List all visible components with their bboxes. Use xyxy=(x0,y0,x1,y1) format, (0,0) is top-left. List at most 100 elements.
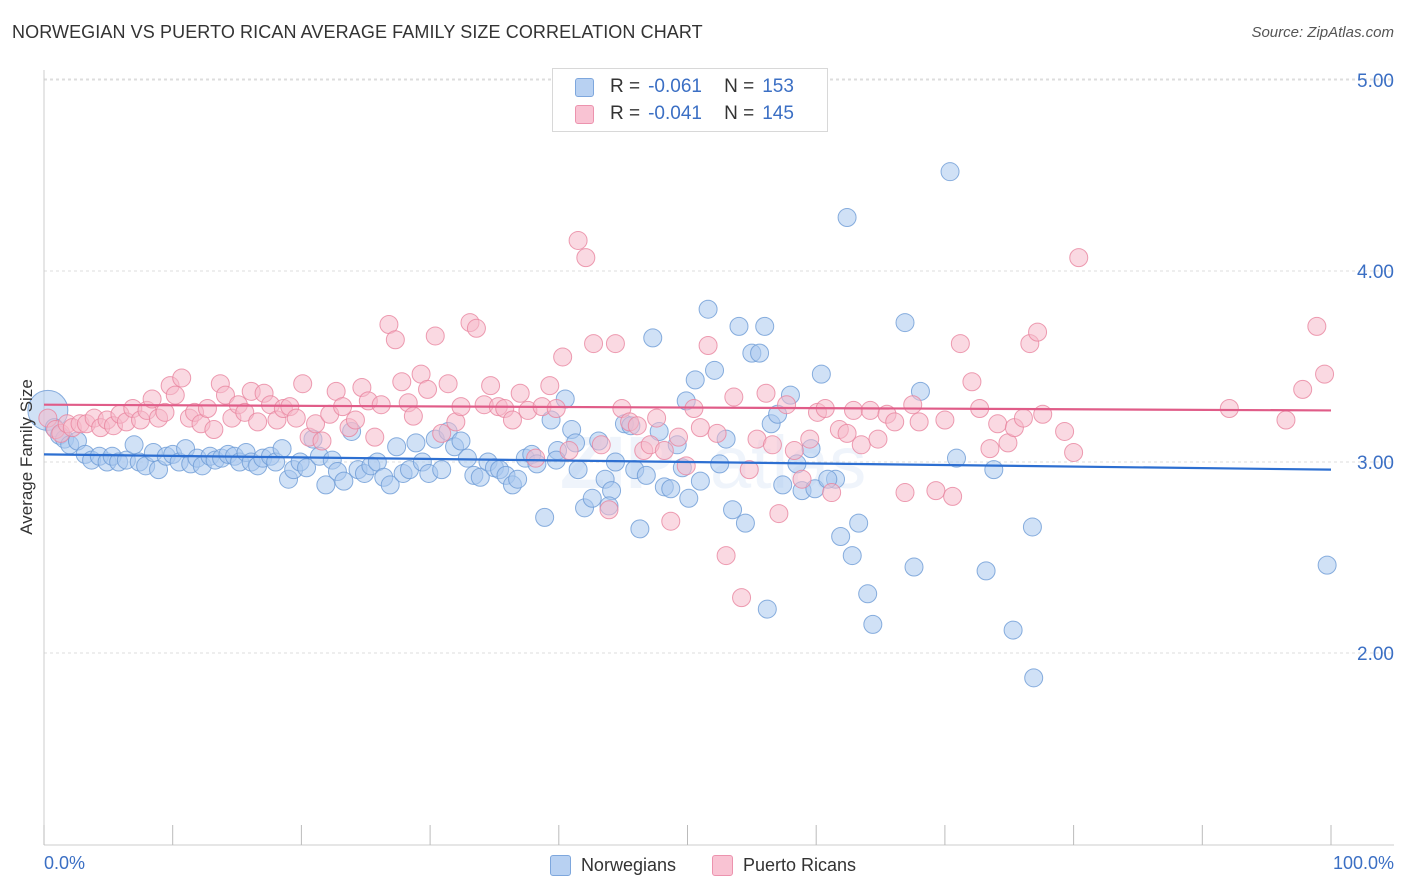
norwegians-point xyxy=(630,519,650,539)
norwegians-point xyxy=(698,299,718,319)
puerto-ricans-point xyxy=(1055,421,1075,441)
source-label: Source: ZipAtlas.com xyxy=(1251,24,1394,41)
puerto-ricans-trend-line xyxy=(43,403,1332,412)
axes xyxy=(43,70,1394,846)
puerto-ricans-point xyxy=(895,483,915,503)
puerto-ricans-point xyxy=(293,374,313,394)
puerto-ricans-point xyxy=(980,439,1000,459)
puerto-ricans-point xyxy=(568,230,588,250)
puerto-ricans-point xyxy=(559,441,579,461)
y-tick-labels: 2.00 3.00 4.00 5.00 xyxy=(1357,71,1394,665)
r-value: -0.061 xyxy=(648,76,702,97)
y-tick-label: 2.00 xyxy=(1357,644,1394,665)
norwegians-points xyxy=(27,162,1337,688)
norwegians-point xyxy=(636,465,656,485)
n-value: 153 xyxy=(762,76,794,97)
norwegians-point xyxy=(387,437,407,457)
puerto-ricans-point xyxy=(546,399,566,419)
puerto-ricans-point xyxy=(756,383,776,403)
norwegians-point xyxy=(705,360,725,380)
puerto-ricans-point xyxy=(950,334,970,354)
norwegians-point xyxy=(661,479,681,499)
norwegians-point xyxy=(863,614,883,634)
norwegians-point xyxy=(946,448,966,468)
legend-item-norwegians[interactable]: Norwegians xyxy=(549,854,676,876)
puerto-ricans-point xyxy=(647,408,667,428)
puerto-ricans-point xyxy=(371,395,391,415)
puerto-ricans-point xyxy=(142,389,162,409)
norwegians-point xyxy=(406,433,426,453)
puerto-ricans-point xyxy=(1028,322,1048,342)
puerto-ricans-point xyxy=(432,423,452,443)
puerto-ricans-point xyxy=(553,347,573,367)
series-legend: Norwegians Puerto Ricans xyxy=(0,852,1406,878)
puerto-ricans-point xyxy=(197,399,217,419)
puerto-ricans-point xyxy=(172,368,192,388)
puerto-ricans-point xyxy=(1064,442,1084,462)
puerto-ricans-point xyxy=(306,414,326,434)
y-tick-label: 3.00 xyxy=(1357,453,1394,474)
puerto-ricans-point xyxy=(860,400,880,420)
puerto-ricans-point xyxy=(392,372,412,392)
norwegians-point xyxy=(508,469,528,489)
puerto-ricans-point xyxy=(235,402,255,422)
puerto-ricans-point xyxy=(935,410,955,430)
norwegians-point xyxy=(124,435,144,455)
puerto-ricans-point xyxy=(909,412,929,432)
puerto-ricans-point xyxy=(591,435,611,455)
puerto-ricans-point xyxy=(576,248,596,268)
norwegians-point xyxy=(811,364,831,384)
puerto-ricans-point xyxy=(1069,248,1089,268)
puerto-ricans-point xyxy=(365,427,385,447)
norwegians-point xyxy=(451,431,471,451)
y-tick-label: 5.00 xyxy=(1357,71,1394,92)
puerto-ricans-point xyxy=(1033,404,1053,424)
puerto-ricans-point xyxy=(724,387,744,407)
norwegians-swatch xyxy=(575,77,594,97)
puerto-ricans-point xyxy=(502,410,522,430)
puerto-ricans-point xyxy=(844,400,864,420)
puerto-ricans-point xyxy=(661,511,681,531)
puerto-ricans-point xyxy=(868,429,888,449)
norwegians-point xyxy=(895,313,915,333)
norwegians-point xyxy=(334,471,354,491)
norwegians-point xyxy=(568,460,588,480)
legend-item-puerto-ricans[interactable]: Puerto Ricans xyxy=(711,854,856,876)
r-label: R = xyxy=(610,76,641,97)
puerto-ricans-point xyxy=(822,483,842,503)
norwegians-point xyxy=(837,208,857,228)
puerto-ricans-point xyxy=(769,504,789,524)
stats-legend: R = -0.061 N = 153 R = -0.041 N = 145 xyxy=(552,68,828,132)
puerto-ricans-point xyxy=(481,376,501,396)
norwegians-point xyxy=(904,557,924,577)
norwegians-point xyxy=(842,546,862,566)
n-value: 145 xyxy=(762,103,794,124)
stats-row-norwegians: R = -0.061 N = 153 xyxy=(575,75,794,99)
norwegians-point xyxy=(272,439,292,459)
puerto-ricans-points xyxy=(38,230,1335,608)
norwegians-point xyxy=(773,475,793,495)
puerto-ricans-point xyxy=(732,588,752,608)
puerto-ricans-point xyxy=(526,448,546,468)
puerto-ricans-point xyxy=(800,429,820,449)
norwegians-point xyxy=(849,513,869,533)
puerto-ricans-point xyxy=(690,418,710,438)
puerto-ricans-point xyxy=(885,412,905,432)
puerto-ricans-point xyxy=(716,546,736,566)
norwegians-point xyxy=(1317,555,1337,575)
norwegians-point xyxy=(432,460,452,480)
puerto-ricans-point xyxy=(403,406,423,426)
x-max-label: 100.0% xyxy=(1332,853,1394,873)
norwegians-point xyxy=(297,458,317,478)
norwegians-trend-line xyxy=(43,453,1332,471)
puerto-ricans-point xyxy=(385,330,405,350)
n-label: N = xyxy=(724,76,755,97)
norwegians-point xyxy=(723,500,743,520)
puerto-ricans-point xyxy=(605,334,625,354)
puerto-ricans-point xyxy=(1293,379,1313,399)
puerto-ricans-point xyxy=(1013,408,1033,428)
r-value: -0.041 xyxy=(648,103,702,124)
puerto-ricans-point xyxy=(312,431,332,451)
puerto-ricans-point xyxy=(903,395,923,415)
